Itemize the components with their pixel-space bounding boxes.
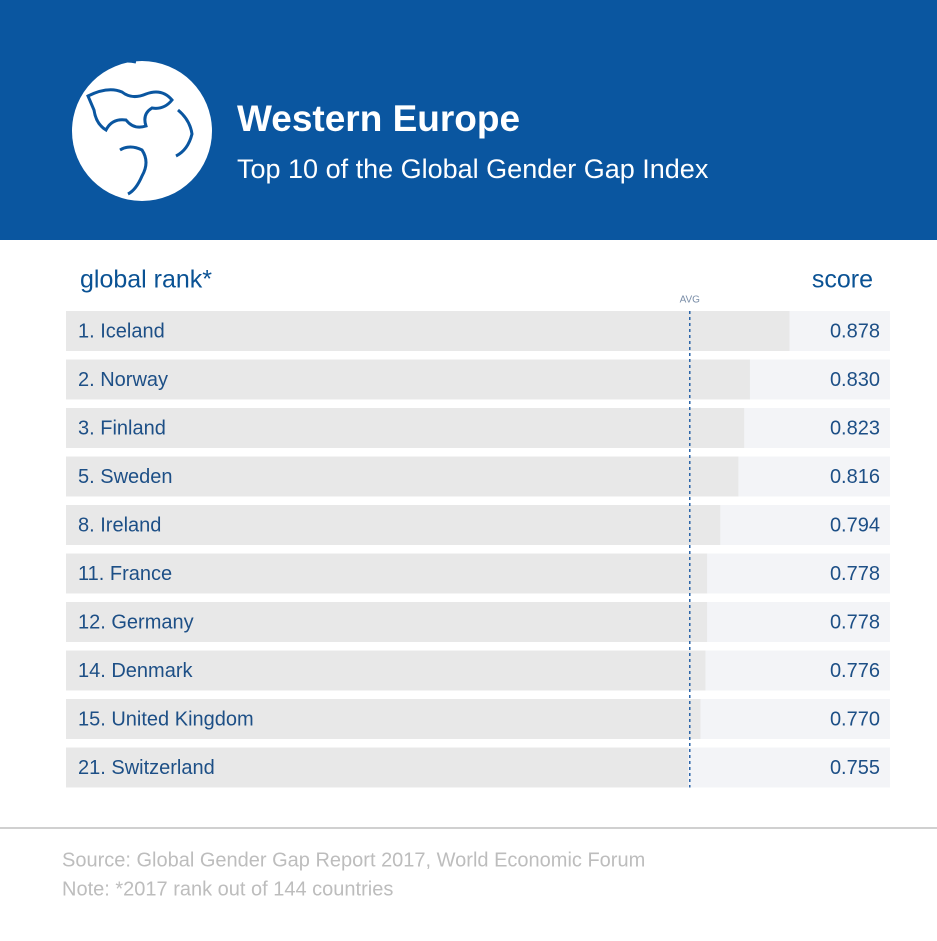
- bar: [66, 699, 701, 739]
- category-label: 21. Switzerland: [78, 757, 215, 779]
- value-header: score: [812, 266, 873, 294]
- bar: [66, 359, 750, 400]
- bar: [66, 553, 708, 594]
- value-label: 0.776: [830, 660, 880, 682]
- source-note: Source: Global Gender Gap Report 2017, W…: [62, 849, 645, 871]
- value-label: 0.755: [830, 757, 880, 779]
- avg-label: AVG: [680, 295, 701, 306]
- category-header: global rank*: [80, 266, 212, 294]
- category-label: 3. Finland: [78, 417, 166, 439]
- category-label: 5. Sweden: [78, 466, 173, 488]
- chart-subtitle: Top 10 of the Global Gender Gap Index: [237, 154, 709, 184]
- bar: [66, 505, 721, 545]
- value-label: 0.878: [830, 320, 880, 342]
- value-label: 0.823: [830, 417, 880, 439]
- category-label: 8. Ireland: [78, 514, 161, 536]
- value-label: 0.794: [830, 514, 880, 536]
- category-label: 11. France: [78, 563, 172, 585]
- globe-icon: [72, 59, 212, 201]
- bar: [66, 747, 689, 788]
- category-label: 14. Denmark: [78, 660, 193, 682]
- value-label: 0.816: [830, 466, 880, 488]
- bar: [66, 311, 790, 351]
- footnote: Note: *2017 rank out of 144 countries: [62, 878, 393, 900]
- value-label: 0.778: [830, 563, 880, 585]
- value-label: 0.778: [830, 611, 880, 633]
- category-label: 12. Germany: [78, 611, 194, 633]
- chart-title: Western Europe: [237, 98, 520, 139]
- category-label: 15. United Kingdom: [78, 708, 254, 730]
- bar: [66, 602, 708, 642]
- bar: [66, 456, 739, 497]
- category-label: 2. Norway: [78, 369, 168, 391]
- category-label: 1. Iceland: [78, 320, 165, 342]
- value-label: 0.770: [830, 708, 880, 730]
- bar: [66, 408, 745, 448]
- bar: [66, 650, 706, 691]
- value-label: 0.830: [830, 369, 880, 391]
